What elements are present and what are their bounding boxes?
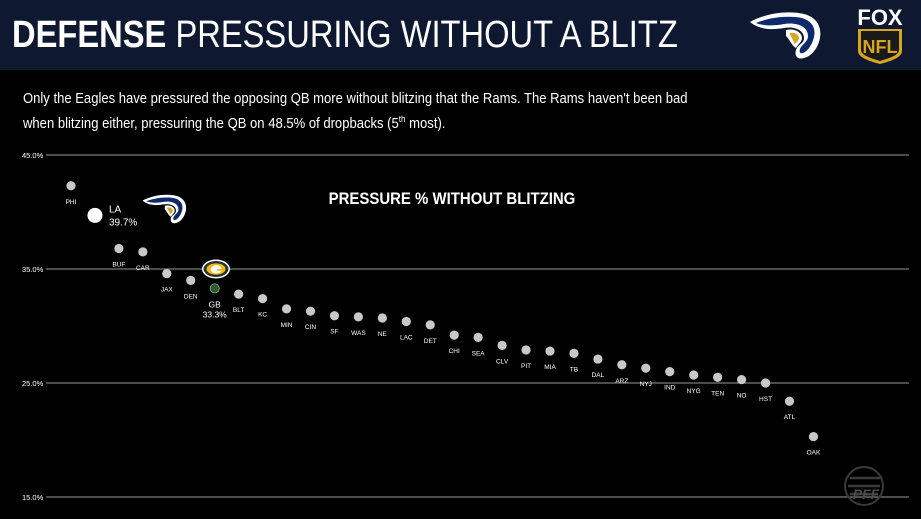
- fox-nfl-logo-icon: FOX NFL: [857, 5, 903, 64]
- subtitle-line-2-start: when blitzing either, pressuring the QB …: [23, 115, 399, 132]
- data-point-car: [138, 247, 148, 257]
- data-point-den: [186, 275, 196, 285]
- data-point-jax: [162, 268, 172, 279]
- y-tick-label: 25.0%: [22, 379, 44, 388]
- subtitle-superscript: th: [398, 114, 406, 124]
- team-label-arz: ARZ: [615, 378, 628, 385]
- team-label-nyg: NYG: [687, 388, 701, 395]
- data-point-sf: [329, 311, 340, 321]
- data-point-blt: [234, 289, 244, 299]
- team-label-ind: IND: [664, 385, 676, 392]
- team-label-min: MIN: [281, 322, 293, 329]
- team-label-phi: PHI: [66, 199, 77, 206]
- data-point-was: [353, 312, 363, 322]
- rams-logo-icon: [750, 12, 821, 59]
- team-label-jax: JAX: [161, 287, 174, 294]
- team-label-buf: BUF: [112, 261, 125, 268]
- team-label-chi: CHI: [449, 348, 460, 355]
- data-point-chi: [449, 330, 459, 340]
- team-label-ne: NE: [378, 331, 388, 338]
- header-banner: DEFENSE PRESSURING WITHOUT A BLITZ FOX N…: [0, 0, 921, 70]
- rams-logo-icon: [142, 194, 187, 224]
- data-point-pit: [521, 345, 531, 355]
- packers-logo-icon: [202, 259, 230, 279]
- data-point-la: [87, 207, 103, 223]
- title-bold: DEFENSE: [12, 14, 167, 56]
- team-label-mia: MIA: [544, 364, 556, 371]
- data-point-cin: [305, 306, 316, 316]
- data-point-hst: [760, 378, 771, 388]
- team-label-oak: OAK: [807, 450, 821, 457]
- data-point-no: [737, 374, 747, 385]
- y-tick-label: 35.0%: [22, 265, 44, 274]
- subtitle-line-1: Only the Eagles have pressured the oppos…: [23, 91, 688, 107]
- subtitle-line-2: when blitzing either, pressuring the QB …: [23, 109, 707, 134]
- title-light: PRESSURING WITHOUT A BLITZ: [175, 14, 678, 56]
- scatter-chart: 45.0% 35.0% 25.0% 15.0% PRESSURE % WITHOUT …: [22, 151, 909, 506]
- team-label-pit: PIT: [521, 363, 531, 370]
- chart-title: PRESSURE % WITHOUT BLITZING: [329, 190, 576, 208]
- data-point-phi: [66, 181, 76, 191]
- team-label-atl: ATL: [784, 414, 796, 421]
- team-label-clv: CLV: [496, 358, 509, 365]
- team-label-lac: LAC: [400, 334, 413, 341]
- data-point-oak: [808, 431, 819, 442]
- data-point-min: [281, 304, 292, 314]
- watermark-label: PFF: [853, 486, 880, 502]
- team-label-nyj: NYJ: [640, 381, 652, 388]
- team-label-gb: GB: [209, 299, 222, 309]
- team-label-hst: HST: [759, 396, 772, 403]
- nfl-label: NFL: [863, 37, 898, 57]
- team-label-ten: TEN: [711, 390, 724, 397]
- team-label-la: LA: [109, 204, 122, 215]
- data-points: [66, 181, 819, 442]
- pff-watermark-icon: PFF: [844, 466, 884, 506]
- team-label-was: WAS: [351, 330, 366, 337]
- data-point-ind: [665, 367, 675, 377]
- team-label-dal: DAL: [592, 372, 605, 379]
- data-point-sea: [473, 332, 483, 342]
- team-label-blt: BLT: [233, 307, 244, 314]
- team-label-sf: SF: [330, 329, 338, 336]
- data-point-atl: [784, 396, 795, 406]
- y-tick-label: 45.0%: [22, 151, 44, 160]
- y-tick-label: 15.0%: [22, 493, 44, 502]
- data-point-clv: [497, 340, 507, 350]
- team-label-det: DET: [424, 338, 437, 345]
- team-label-no: NO: [737, 393, 747, 400]
- data-point-mia: [545, 346, 555, 356]
- data-point-dal: [593, 354, 603, 364]
- team-label-sea: SEA: [472, 350, 486, 357]
- data-point-ten: [713, 372, 723, 382]
- team-label-tb: TB: [570, 366, 578, 373]
- data-point-ne: [377, 313, 387, 323]
- team-label-kc: KC: [258, 312, 267, 319]
- data-point-gb: [209, 283, 220, 294]
- page-title: DEFENSE PRESSURING WITHOUT A BLITZ: [12, 14, 678, 57]
- team-label-car: CAR: [136, 265, 150, 272]
- value-label-gb: 33.3%: [203, 309, 228, 319]
- data-point-nyj: [641, 363, 651, 373]
- data-point-kc: [258, 294, 268, 304]
- data-point-arz: [617, 360, 627, 370]
- subtitle-line-2-end: most).: [405, 115, 446, 132]
- fox-label: FOX: [857, 5, 903, 30]
- data-point-lac: [401, 316, 411, 327]
- data-point-buf: [114, 243, 124, 254]
- value-label-la: 39.7%: [109, 217, 137, 228]
- data-point-det: [425, 320, 435, 330]
- subtitle-text: Only the Eagles have pressured the oppos…: [23, 89, 707, 134]
- data-point-tb: [569, 348, 579, 358]
- team-label-cin: CIN: [305, 324, 317, 331]
- data-point-nyg: [689, 370, 699, 380]
- y-tick-labels: 45.0% 35.0% 25.0% 15.0%: [22, 151, 44, 502]
- team-label-den: DEN: [184, 293, 198, 300]
